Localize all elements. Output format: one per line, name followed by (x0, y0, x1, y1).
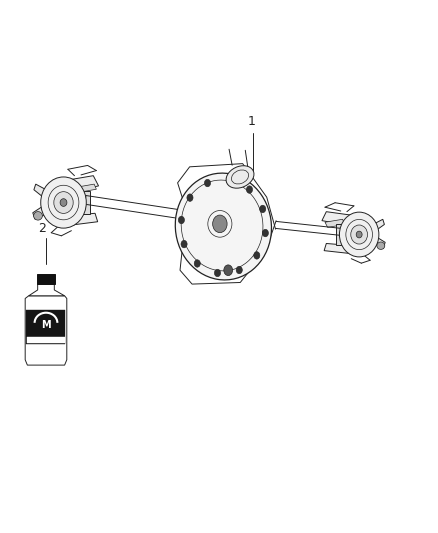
Polygon shape (27, 337, 65, 343)
Polygon shape (322, 212, 354, 225)
Ellipse shape (175, 173, 272, 280)
Polygon shape (336, 224, 343, 245)
Circle shape (224, 265, 233, 276)
Polygon shape (26, 310, 65, 344)
Circle shape (215, 269, 221, 277)
Polygon shape (69, 213, 98, 225)
Circle shape (187, 194, 193, 201)
Ellipse shape (226, 166, 254, 188)
Ellipse shape (60, 199, 67, 206)
Ellipse shape (356, 231, 362, 238)
Text: 1: 1 (247, 115, 255, 128)
Polygon shape (325, 219, 345, 228)
Circle shape (260, 205, 266, 213)
Ellipse shape (34, 212, 42, 220)
Polygon shape (83, 191, 90, 214)
Circle shape (181, 240, 187, 248)
Circle shape (213, 215, 227, 233)
Polygon shape (68, 176, 99, 192)
Polygon shape (324, 244, 353, 254)
Polygon shape (37, 274, 55, 284)
Polygon shape (25, 296, 67, 365)
Circle shape (226, 176, 232, 184)
Ellipse shape (41, 177, 86, 228)
Polygon shape (77, 184, 96, 192)
Ellipse shape (377, 242, 385, 249)
Polygon shape (33, 206, 46, 219)
Circle shape (194, 260, 200, 267)
Circle shape (247, 186, 253, 193)
Ellipse shape (351, 225, 367, 244)
Ellipse shape (54, 192, 73, 213)
Text: M: M (41, 320, 51, 330)
Text: 2: 2 (39, 222, 46, 235)
Circle shape (236, 266, 242, 274)
Circle shape (262, 229, 268, 237)
Polygon shape (373, 237, 385, 248)
Ellipse shape (339, 212, 379, 257)
Polygon shape (373, 219, 385, 230)
Circle shape (178, 216, 184, 224)
Circle shape (205, 179, 211, 187)
Polygon shape (34, 184, 47, 197)
Circle shape (254, 252, 260, 259)
Polygon shape (29, 284, 64, 296)
